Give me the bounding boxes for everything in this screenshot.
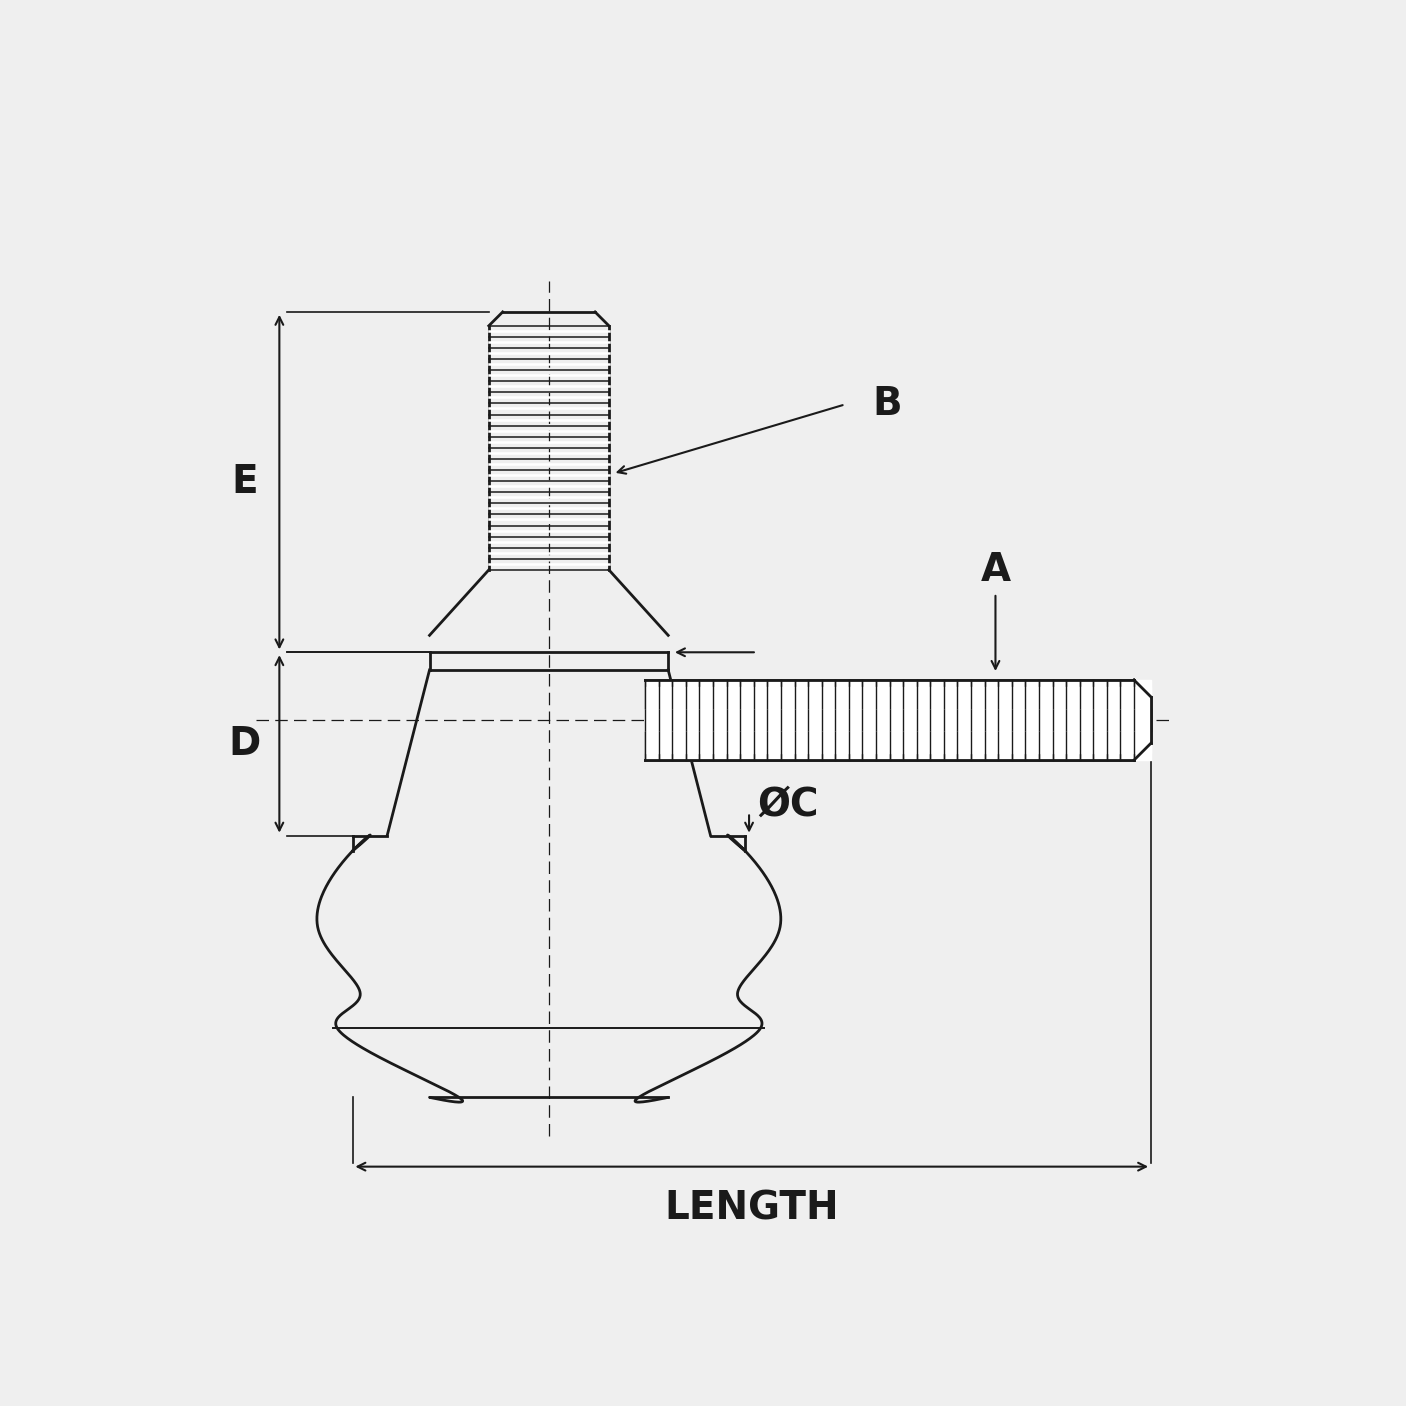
- Text: A: A: [980, 551, 1011, 589]
- Text: LENGTH: LENGTH: [665, 1189, 839, 1227]
- Text: B: B: [872, 385, 901, 423]
- Text: E: E: [232, 463, 259, 501]
- Text: D: D: [229, 725, 262, 763]
- Text: ØC: ØC: [756, 786, 818, 824]
